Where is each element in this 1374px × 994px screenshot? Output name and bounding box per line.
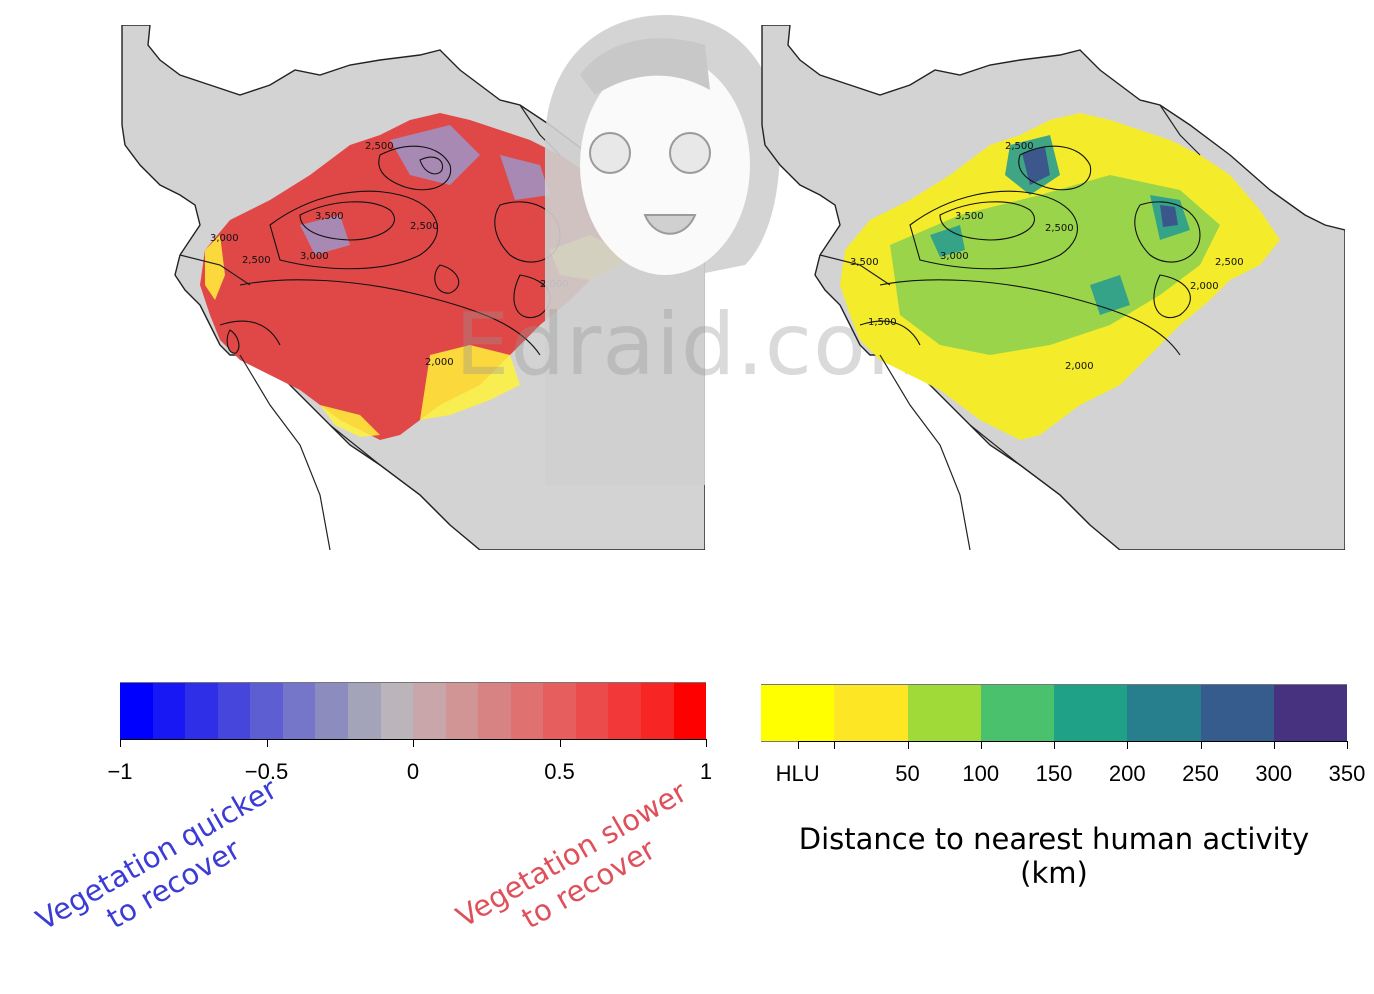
- country-borders: [179, 104, 561, 550]
- recovery-colorbar: [120, 682, 707, 740]
- label-vegetation-quicker: Vegetation quicker to recover: [18, 765, 312, 974]
- contour-label: 3,500: [850, 257, 879, 268]
- colorbar-cell: [120, 683, 153, 739]
- tick-label: 50: [895, 761, 920, 786]
- colorbar-cell: [1054, 685, 1128, 741]
- colorbar-cell: [1200, 685, 1274, 741]
- colorbar-cell: [543, 683, 576, 739]
- colorbar-cell: [608, 683, 641, 739]
- basin-dark-zones: [1022, 147, 1178, 227]
- colorbar-cell: [152, 683, 186, 739]
- tick-mark: [559, 739, 561, 747]
- contour-label: 2,500: [1045, 223, 1074, 234]
- contour-label: 3,500: [315, 211, 344, 222]
- colorbar-cell: [834, 685, 908, 741]
- tick-mark: [1347, 741, 1348, 749]
- contour-label: 2,500: [1005, 141, 1034, 152]
- contour-lines: [859, 145, 1201, 356]
- tick-label: 300: [1255, 761, 1293, 786]
- tick-label: 250: [1182, 761, 1219, 786]
- colorbar-cell: [282, 683, 316, 739]
- contour-label: 1,500: [868, 317, 897, 328]
- colorbar-cell: [347, 683, 381, 739]
- mascot-eye-icon: [589, 132, 631, 174]
- tick-mark: [980, 741, 982, 749]
- tick-mark: [706, 739, 707, 747]
- tick-label: 0.5: [544, 759, 575, 784]
- contour-label: 3,000: [300, 251, 329, 262]
- tick-mark: [120, 739, 121, 747]
- tick-mark: [1054, 741, 1055, 749]
- title-line: (km): [1020, 856, 1088, 890]
- tick-mark: [1200, 741, 1202, 749]
- tick-label: −0.5: [244, 759, 289, 784]
- axis-line: [797, 741, 1347, 742]
- colorbar-cell: [380, 683, 414, 739]
- basin-green-zones: [890, 175, 1220, 355]
- tick-label: 100: [962, 761, 1000, 786]
- colorbar-cell: [761, 685, 835, 741]
- colorbar-cell: [445, 683, 479, 739]
- tick-mark: [1127, 741, 1129, 749]
- colorbar-cell: [907, 685, 981, 741]
- colorbar-cell: [1273, 685, 1347, 741]
- contour-label: 2,500: [1215, 257, 1244, 268]
- distance-colorbar: [761, 684, 1347, 742]
- distance-colorbar-title: Distance to nearest human activity (km): [724, 822, 1374, 890]
- tick-mark: [1273, 741, 1275, 749]
- colorbar-cell: [478, 683, 511, 739]
- contour-label: 3,500: [955, 211, 984, 222]
- colorbar-cell: [413, 683, 446, 739]
- right-map-distance: 2,500 2,000 3,500 2,500 3,000 2,500 1,50…: [761, 25, 1345, 550]
- contour-label: 2,000: [425, 357, 454, 368]
- colorbar-cell: [575, 683, 609, 739]
- tick-mark: [907, 741, 909, 749]
- contour-label: 2,500: [365, 141, 394, 152]
- contour-label: 2,000: [1065, 361, 1094, 372]
- contour-label: 3,000: [210, 233, 239, 244]
- colorbar-cell: [250, 683, 283, 739]
- colorbar-cell: [980, 685, 1054, 741]
- tick-label: 1: [699, 759, 713, 784]
- colorbar-cell: [185, 683, 218, 739]
- tick-label: 150: [1035, 761, 1073, 786]
- title-line: Distance to nearest human activity: [798, 822, 1310, 856]
- contour-label: 2,500: [410, 221, 439, 232]
- colorbar-cell: [1127, 685, 1201, 741]
- tick-label: 350: [1328, 761, 1366, 786]
- tick-mark: [413, 739, 414, 747]
- tick-mark: [797, 741, 799, 749]
- colorbar-cell: [217, 683, 251, 739]
- colorbar-cell: [510, 683, 544, 739]
- colorbar-cell: [673, 683, 707, 739]
- tick-mark: [266, 739, 268, 747]
- tick-label: −1: [107, 759, 133, 784]
- country-borders: [819, 104, 1201, 550]
- tick-mark: [834, 741, 836, 749]
- contour-label: 3,000: [940, 251, 969, 262]
- basin-blue-patches: [300, 125, 550, 255]
- contour-label: 2,500: [242, 255, 271, 266]
- tick-label: 0: [406, 759, 420, 784]
- label-vegetation-slower: Vegetation slower to recover: [433, 765, 727, 974]
- contour-label-group: 2,500 2,000 3,500 2,500 3,000 2,500 1,50…: [850, 141, 1244, 372]
- tick-label: HLU: [775, 761, 820, 786]
- colorbar-cell: [315, 683, 348, 739]
- tick-label: 200: [1108, 761, 1146, 786]
- mascot-eye-icon: [669, 132, 711, 174]
- colorbar-cell: [641, 683, 674, 739]
- watermark-mascot: [545, 15, 780, 485]
- contour-label: 2,000: [1190, 281, 1219, 292]
